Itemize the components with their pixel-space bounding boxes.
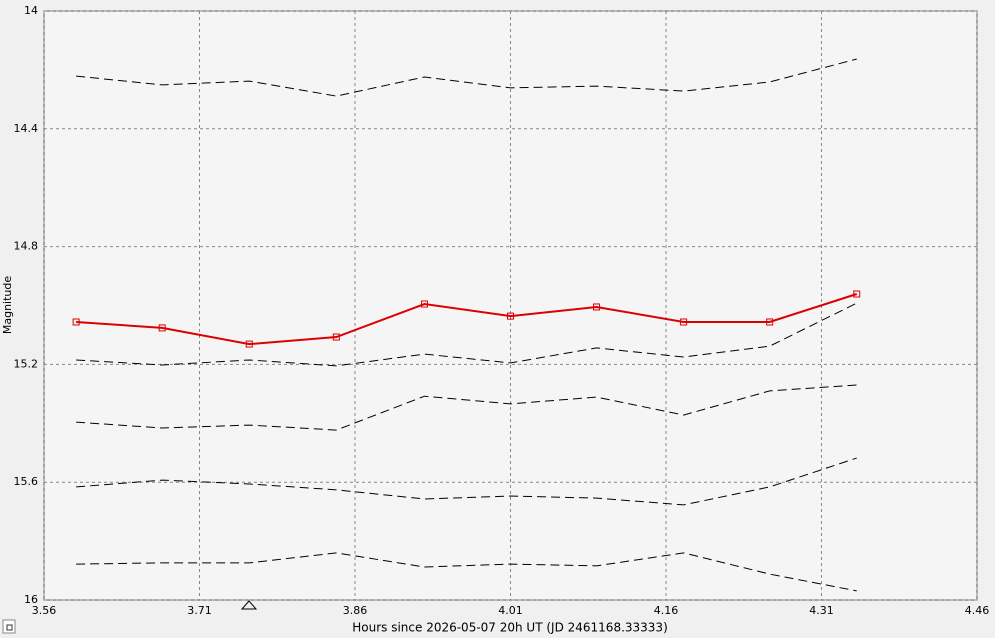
y-tick-label: 14.8: [14, 240, 39, 253]
x-tick-label: 3.71: [187, 604, 212, 617]
data-line: [76, 457, 857, 506]
y-tick-label: 14.4: [14, 122, 39, 135]
data-line: [76, 293, 858, 346]
data-point: [332, 333, 340, 341]
data-line: [76, 58, 857, 97]
x-tick-label: 4.31: [809, 604, 834, 617]
x-tick-label: 3.86: [343, 604, 368, 617]
button-icon: [6, 624, 13, 631]
y-axis-label: Magnitude: [1, 276, 14, 335]
y-tick-label: 15.2: [14, 357, 39, 370]
data-point: [853, 290, 861, 298]
data-line: [76, 552, 857, 592]
data-point: [680, 318, 688, 326]
data-point: [420, 300, 428, 308]
marker-triangle: [240, 600, 258, 610]
x-tick-label: 4.01: [498, 604, 523, 617]
data-point: [507, 312, 514, 320]
data-point: [72, 318, 80, 326]
y-tick-label: 15.6: [14, 475, 39, 488]
data-line: [76, 384, 857, 431]
x-tick-label: 4.46: [965, 604, 990, 617]
data-point: [158, 324, 166, 332]
data-line: [76, 302, 857, 367]
data-point: [593, 303, 601, 311]
y-tick-label: 14: [24, 4, 38, 17]
data-point: [245, 340, 253, 348]
y-tick-label: 16: [24, 593, 38, 606]
button[interactable]: [2, 619, 16, 634]
x-tick-label: 3.56: [32, 604, 57, 617]
data-point: [766, 318, 774, 326]
x-axis-label: Hours since 2026-05-07 20h UT (JD 246116…: [352, 621, 668, 635]
x-tick-label: 4.16: [654, 604, 679, 617]
